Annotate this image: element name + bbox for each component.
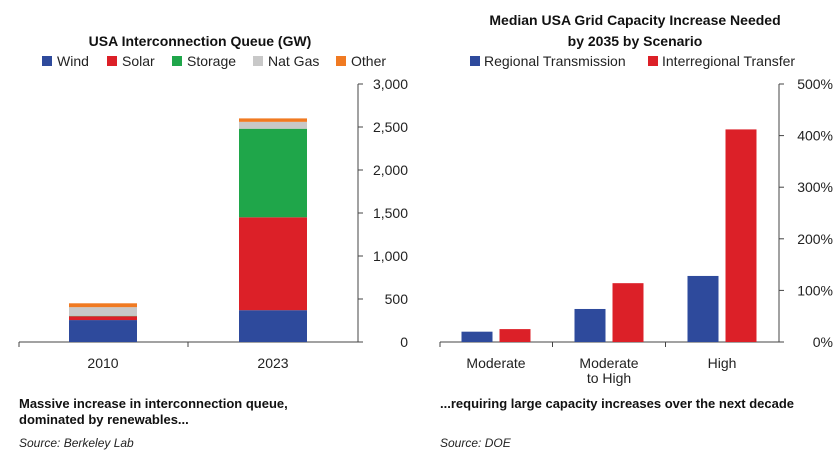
right-x-tick-label: High: [708, 355, 737, 371]
left-y-tick-label: 500: [385, 291, 409, 307]
bar-2023-solar: [239, 217, 307, 311]
bar-moderate-to-high-regional-transmission: [574, 308, 606, 342]
legend-swatch-other: [336, 56, 346, 66]
bar-high-interregional-transfer: [725, 129, 757, 342]
legend-label-other: Other: [351, 53, 386, 69]
left-y-tick-label: 3,000: [373, 76, 408, 92]
bar-moderate-interregional-transfer: [499, 329, 531, 342]
legend-swatch-solar: [107, 56, 117, 66]
left-chart-title: USA Interconnection Queue (GW): [89, 33, 312, 49]
right-x-tick-label: to High: [587, 370, 631, 386]
bar-2010-wind: [69, 320, 137, 342]
left-source: Source: Berkeley Lab: [19, 436, 134, 450]
bar-2010-other: [69, 303, 137, 308]
legend-label-interregional-transfer: Interregional Transfer: [662, 53, 795, 69]
left-x-tick-label: 2023: [257, 355, 288, 371]
bar-2010-nat-gas: [69, 307, 137, 316]
right-y-tick-label: 0%: [813, 334, 833, 350]
bar-2023-nat-gas: [239, 121, 307, 129]
right-caption: ...requiring large capacity increases ov…: [440, 396, 794, 412]
legend-swatch-wind: [42, 56, 52, 66]
left-caption-line-1: Massive increase in interconnection queu…: [19, 396, 288, 411]
bar-moderate-to-high-interregional-transfer: [612, 283, 644, 342]
bar-2023-wind: [239, 310, 307, 342]
legend-swatch-storage: [172, 56, 182, 66]
left-y-tick-label: 0: [400, 334, 408, 350]
right-y-tick-label: 400%: [797, 128, 833, 144]
right-y-tick-label: 500%: [797, 76, 833, 92]
right-chart-title-line: Median USA Grid Capacity Increase Needed: [489, 12, 780, 28]
left-y-tick-label: 1,500: [373, 205, 408, 221]
right-source: Source: DOE: [440, 436, 511, 450]
right-y-tick-label: 300%: [797, 179, 833, 195]
bar-2010-solar: [69, 316, 137, 321]
left-caption-line-2: dominated by renewables...: [19, 412, 189, 427]
legend-swatch-regional-transmission: [470, 56, 480, 66]
bar-moderate-regional-transmission: [461, 331, 493, 342]
legend-label-solar: Solar: [122, 53, 155, 69]
left-caption: Massive increase in interconnection queu…: [19, 396, 288, 428]
right-x-tick-label: Moderate: [579, 355, 638, 371]
right-y-tick-label: 100%: [797, 282, 833, 298]
legend-label-storage: Storage: [187, 53, 236, 69]
right-chart-title-line: by 2035 by Scenario: [568, 33, 703, 49]
left-y-tick-label: 2,500: [373, 119, 408, 135]
right-caption-line-1: ...requiring large capacity increases ov…: [440, 396, 795, 411]
left-y-tick-label: 1,000: [373, 248, 408, 264]
legend-swatch-nat-gas: [253, 56, 263, 66]
legend-label-nat-gas: Nat Gas: [268, 53, 319, 69]
right-y-tick-label: 200%: [797, 231, 833, 247]
bar-high-regional-transmission: [687, 275, 719, 342]
legend-label-regional-transmission: Regional Transmission: [484, 53, 626, 69]
legend-swatch-interregional-transfer: [648, 56, 658, 66]
left-y-tick-label: 2,000: [373, 162, 408, 178]
left-x-tick-label: 2010: [87, 355, 118, 371]
legend-label-wind: Wind: [57, 53, 89, 69]
bar-2023-other: [239, 118, 307, 122]
right-x-tick-label: Moderate: [466, 355, 525, 371]
bar-2023-storage: [239, 128, 307, 218]
